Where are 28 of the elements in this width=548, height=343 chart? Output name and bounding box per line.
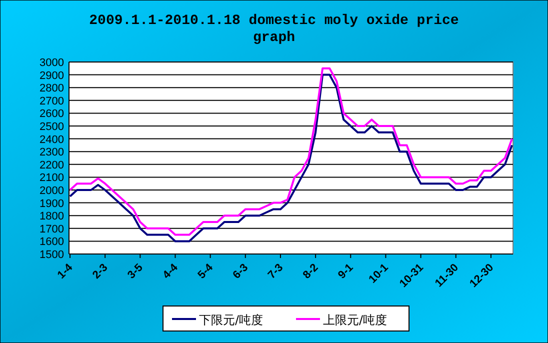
y-tick-label: 2100 [40, 172, 64, 184]
y-tick-label: 2400 [40, 134, 64, 146]
legend-label: 下限元/吨度 [199, 313, 264, 327]
y-tick-label: 2000 [40, 185, 64, 197]
y-tick-label: 1900 [40, 198, 64, 210]
y-tick-label: 2200 [40, 159, 64, 172]
x-tick-label: 3-5 [126, 262, 146, 282]
y-tick-label: 1700 [40, 223, 64, 236]
x-tick-label: 5-4 [196, 261, 216, 282]
x-tick-label: 6-3 [230, 262, 251, 282]
y-tick-label: 1500 [40, 249, 64, 261]
y-tick-label: 3000 [40, 57, 64, 69]
y-tick-label: 2800 [40, 82, 64, 95]
y-tick-label: 2500 [40, 121, 64, 133]
x-tick-label: 4-4 [160, 261, 181, 282]
y-tick-label: 2700 [40, 95, 64, 108]
x-tick-label: 1-4 [55, 261, 76, 282]
chart-title: 2009.1.1-2010.1.18 domestic moly oxide price graph [89, 13, 459, 46]
x-tick-label: 8-2 [300, 262, 321, 282]
y-tick-label: 1600 [40, 236, 64, 248]
y-tick-label: 2900 [40, 70, 64, 82]
x-tick-label: 9-1 [336, 262, 356, 282]
x-tick-label: 7-3 [266, 262, 286, 282]
legend-label: 上限元/吨度 [323, 313, 388, 327]
y-tick-label: 2600 [40, 108, 64, 120]
y-tick-label: 1800 [40, 210, 64, 223]
x-tick-label: 2-3 [90, 262, 110, 282]
y-tick-label: 2300 [40, 146, 64, 159]
